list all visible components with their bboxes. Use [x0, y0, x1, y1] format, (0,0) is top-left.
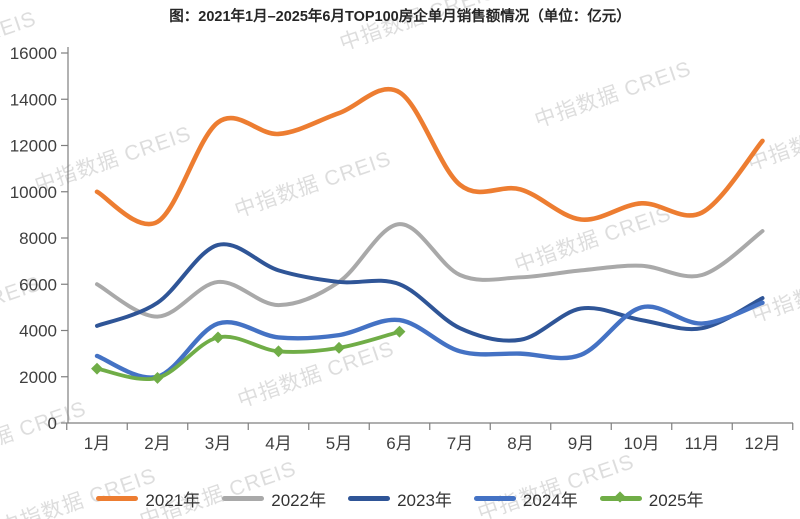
series-marker-2025年 [333, 341, 345, 354]
legend-label: 2025年 [648, 491, 704, 510]
y-tick-label: 10000 [10, 183, 57, 202]
series-line-2022年 [95, 222, 765, 319]
legend-label: 2023年 [397, 491, 452, 510]
series-marker-2025年 [212, 331, 224, 344]
legend-label: 2024年 [522, 491, 578, 510]
series-line-2023年 [95, 242, 765, 343]
x-tick-label: 12月 [745, 434, 781, 453]
legend-item-2021年: 2021年 [96, 486, 200, 511]
legend-label: 2022年 [271, 491, 327, 510]
legend-item-2023年: 2023年 [348, 486, 452, 511]
y-tick-label: 6000 [19, 275, 57, 294]
x-tick-label: 4月 [265, 434, 291, 453]
x-tick-label: 8月 [507, 434, 533, 453]
legend-item-2022年: 2022年 [222, 486, 326, 511]
series-line-2021年 [94, 87, 765, 227]
legend-diamond-marker [614, 491, 626, 503]
x-tick-label: 1月 [84, 434, 110, 453]
legend-line-swatch [96, 496, 139, 501]
legend-item-2025年: 2025年 [599, 486, 704, 511]
x-tick-label: 9月 [568, 434, 594, 453]
x-tick-label: 6月 [386, 434, 412, 453]
series-line-2025年 [95, 329, 402, 381]
series-marker-2025年 [272, 345, 285, 358]
series-line-2024年 [94, 300, 765, 380]
x-tick-label: 11月 [685, 434, 720, 453]
x-tick-label: 2月 [144, 434, 170, 453]
legend-label: 2021年 [145, 491, 201, 510]
y-tick-label: 12000 [10, 137, 57, 156]
legend-line-swatch [348, 496, 391, 501]
legend-line-swatch [222, 496, 265, 501]
y-tick-label: 4000 [19, 322, 57, 341]
x-tick-label: 10月 [624, 434, 660, 453]
x-tick-label: 5月 [326, 434, 352, 453]
chart-title: 图：2021年1月–2025年6月TOP100房企单月销售额情况（单位：亿元） [169, 9, 631, 25]
series-marker-2025年 [393, 325, 406, 338]
plot-area: 0 2000 4000 6000 8000 10000 12000 14000 16000 1月 2… [10, 44, 794, 453]
x-tick-label: 7月 [447, 434, 473, 453]
x-tick-label: 3月 [205, 434, 231, 453]
y-tick-label: 16000 [10, 44, 57, 63]
y-tick-label: 14000 [10, 90, 57, 109]
y-tick-label: 8000 [19, 229, 57, 248]
series-marker-2025年 [91, 362, 103, 375]
legend-line-swatch [473, 496, 516, 501]
y-tick-label: 0 [48, 414, 57, 433]
legend-item-2024年: 2024年 [473, 486, 578, 511]
legend: 2021年 2022年 2023年 2024年 2025年 [0, 486, 800, 511]
legend-line-swatch [599, 491, 642, 503]
y-tick-label: 2000 [19, 368, 57, 387]
